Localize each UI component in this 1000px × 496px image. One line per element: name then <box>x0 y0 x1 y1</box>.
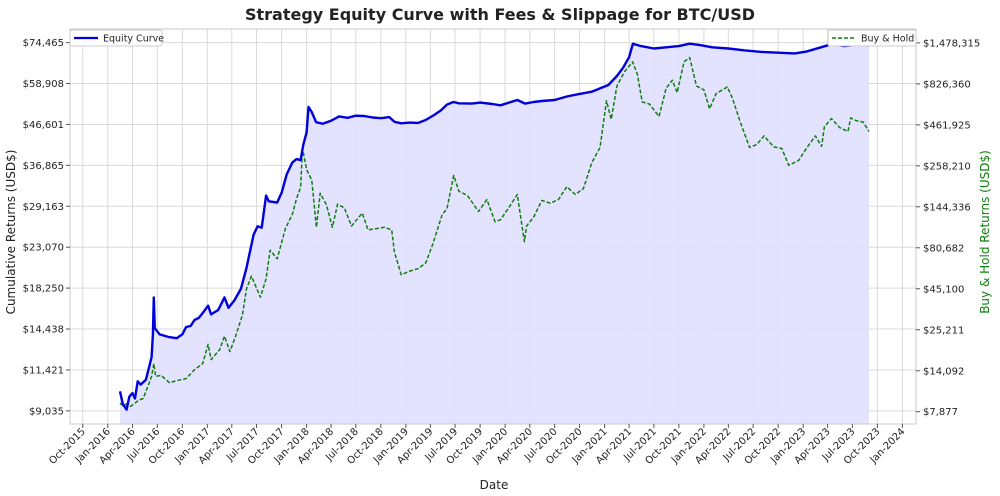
legend-box-left <box>69 29 163 47</box>
y-left-tick-label: $9,035 <box>29 406 64 417</box>
legend-label-buyhold: Buy & Hold <box>861 34 914 45</box>
y-right-tick-label: $25,211 <box>923 325 964 336</box>
y-right-tick-label: $45,100 <box>923 284 964 295</box>
buy-hold-line <box>119 56 870 408</box>
legend-buy-hold: Buy & Hold <box>827 29 917 47</box>
y-right-tick-label: $80,682 <box>923 243 964 254</box>
y-right-tick-label: $14,092 <box>923 366 964 377</box>
y-left-tick-label: $74,465 <box>23 38 64 49</box>
y-right-tick-label: $7,877 <box>923 407 958 418</box>
y-right-tick-label: $1,478,315 <box>923 38 980 49</box>
y-left-tick-label: $14,438 <box>23 325 64 336</box>
y-left-tick-label: $58,908 <box>23 79 64 90</box>
y-left-tick-label: $29,163 <box>23 202 64 213</box>
plot-frame <box>69 28 917 425</box>
y-left-tick-label: $18,250 <box>23 284 64 295</box>
equity-fill-area <box>120 43 869 424</box>
y-left-tick-label: $36,865 <box>23 161 64 172</box>
legend-box-right <box>827 29 917 47</box>
legend-label-equity: Equity Curve <box>103 34 164 45</box>
legend-equity-curve: Equity Curve <box>69 29 164 47</box>
y-axis-left-label: Cumulative Returns (USD$) <box>4 150 18 315</box>
y-right-tick-label: $826,360 <box>923 79 971 90</box>
chart-title: Strategy Equity Curve with Fees & Slippa… <box>245 5 755 24</box>
y-left-tick-label: $46,601 <box>23 120 64 131</box>
y-axis-right-label: Buy & Hold Returns (USD$) <box>978 150 992 314</box>
y-left-tick-label: $11,421 <box>23 365 64 376</box>
equity-curve-line <box>118 42 870 411</box>
plot-area: $9,035 $11,421 $14,438 $18,250 $23,070 $29,16… <box>23 28 980 467</box>
y-right-tick-label: $461,925 <box>923 120 971 131</box>
y-left-tick-label: $23,070 <box>23 243 64 254</box>
x-axis-label: Date <box>480 478 509 492</box>
y-right-tick-label: $144,336 <box>923 202 971 213</box>
y-right-tick-label: $258,210 <box>923 161 971 172</box>
